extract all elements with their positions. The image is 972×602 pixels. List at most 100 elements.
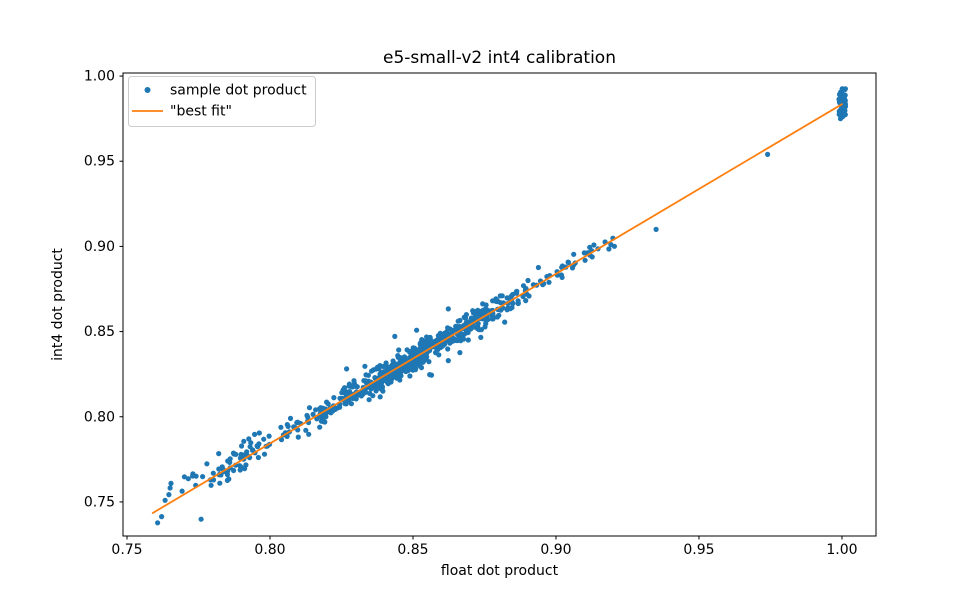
scatter-point: [208, 482, 214, 488]
scatter-point: [445, 327, 451, 333]
scatter-point: [261, 436, 267, 442]
scatter-point: [224, 471, 230, 478]
scatter-point: [179, 488, 185, 494]
scatter-point: [494, 314, 500, 320]
best-fit-line-series: [151, 103, 843, 514]
scatter-point: [322, 414, 328, 420]
y-axis-ticks: 0.75 0.80 0.85 0.90 0.95 1.00: [84, 69, 123, 510]
y-axis-label: int4 dot product: [50, 248, 66, 361]
scatter-point: [227, 456, 233, 462]
scatter-point: [765, 151, 771, 157]
scatter-point: [252, 431, 258, 437]
scatter-point: [320, 418, 326, 425]
scatter-point: [437, 330, 443, 336]
scatter-point: [525, 277, 531, 284]
y-tick-label: 1.00: [84, 69, 115, 85]
legend-box: [128, 76, 316, 127]
scatter-point: [417, 340, 423, 346]
scatter-point: [337, 404, 343, 410]
scatter-point: [219, 464, 225, 470]
scatter-point: [200, 474, 206, 480]
x-tick-label: 1.00: [826, 542, 857, 558]
scatter-point: [337, 395, 343, 401]
scatter-point: [261, 451, 268, 457]
scatter-point: [285, 423, 291, 429]
scatter-point: [304, 412, 310, 419]
scatter-point: [185, 476, 191, 482]
scatter-point: [410, 364, 416, 370]
scatter-point: [581, 250, 587, 256]
scatter-point: [306, 431, 312, 437]
axes-frame: [122, 72, 877, 537]
scatter-point: [520, 293, 526, 300]
scatter-point: [244, 449, 250, 455]
scatter-point: [243, 462, 249, 468]
scatter-point: [306, 405, 313, 411]
scatter-point: [403, 368, 409, 375]
scatter-point: [353, 396, 359, 402]
scatter-marker-icon: [144, 87, 151, 93]
scatter-point: [241, 438, 247, 444]
legend: sample dot product "best fit": [128, 76, 316, 127]
scatter-point: [256, 430, 262, 436]
scatter-point: [445, 346, 451, 352]
scatter-point: [458, 334, 464, 340]
scatter-point: [351, 378, 357, 384]
scatter-point: [465, 337, 471, 343]
scatter-point: [445, 358, 451, 364]
scatter-point: [417, 347, 423, 353]
scatter-point: [475, 320, 481, 327]
scatter-point: [368, 368, 375, 374]
scatter-point: [233, 451, 239, 457]
scatter-point: [198, 516, 204, 522]
scatter-point: [395, 353, 401, 359]
scatter-point: [231, 467, 237, 474]
scatter-point: [420, 359, 426, 365]
scatter-point: [409, 353, 415, 359]
scatter-point: [303, 427, 309, 433]
scatter-point: [457, 350, 463, 356]
scatter-point: [239, 443, 245, 449]
y-tick-label: 0.95: [84, 154, 115, 170]
scatter-point: [502, 319, 508, 325]
x-tick-label: 0.90: [540, 542, 571, 558]
best-fit-line: [151, 103, 843, 514]
x-tick-label: 0.75: [111, 542, 142, 558]
scatter-point: [407, 349, 413, 355]
scatter-point: [353, 383, 359, 389]
scatter-point: [837, 91, 843, 97]
scatter-point: [246, 436, 252, 442]
x-axis-ticks: 0.75 0.80 0.85 0.90 0.95 1.00: [111, 536, 858, 558]
scatter-point: [392, 333, 398, 339]
scatter-point: [426, 359, 432, 365]
scatter-point: [395, 372, 401, 378]
scatter-point: [238, 451, 244, 458]
scatter-point: [396, 347, 402, 353]
scatter-point: [331, 395, 337, 401]
scatter-point: [374, 364, 381, 370]
scatter-point: [155, 520, 161, 526]
scatter-point: [423, 343, 429, 349]
scatter-point: [427, 372, 433, 378]
x-axis-label: float dot product: [441, 563, 559, 579]
scatter-point: [480, 301, 486, 307]
scatter-point: [405, 362, 411, 368]
scatter-point: [363, 372, 369, 378]
scatter-point: [167, 485, 173, 491]
scatter-point: [366, 397, 372, 403]
scatter-point: [842, 102, 848, 108]
scatter-point: [255, 444, 261, 450]
scatter-point: [377, 394, 383, 400]
scatter-point: [452, 327, 458, 333]
scatter-point: [478, 334, 484, 340]
scatter-point: [181, 474, 187, 480]
scatter-point: [414, 327, 420, 333]
scatter-point: [255, 454, 261, 461]
scatter-point: [361, 378, 367, 384]
scatter-point: [418, 365, 425, 371]
legend-entry-scatter: sample dot product: [170, 83, 307, 99]
scatter-point: [653, 226, 659, 232]
scatter-point: [535, 264, 542, 271]
scatter-point: [839, 86, 845, 92]
